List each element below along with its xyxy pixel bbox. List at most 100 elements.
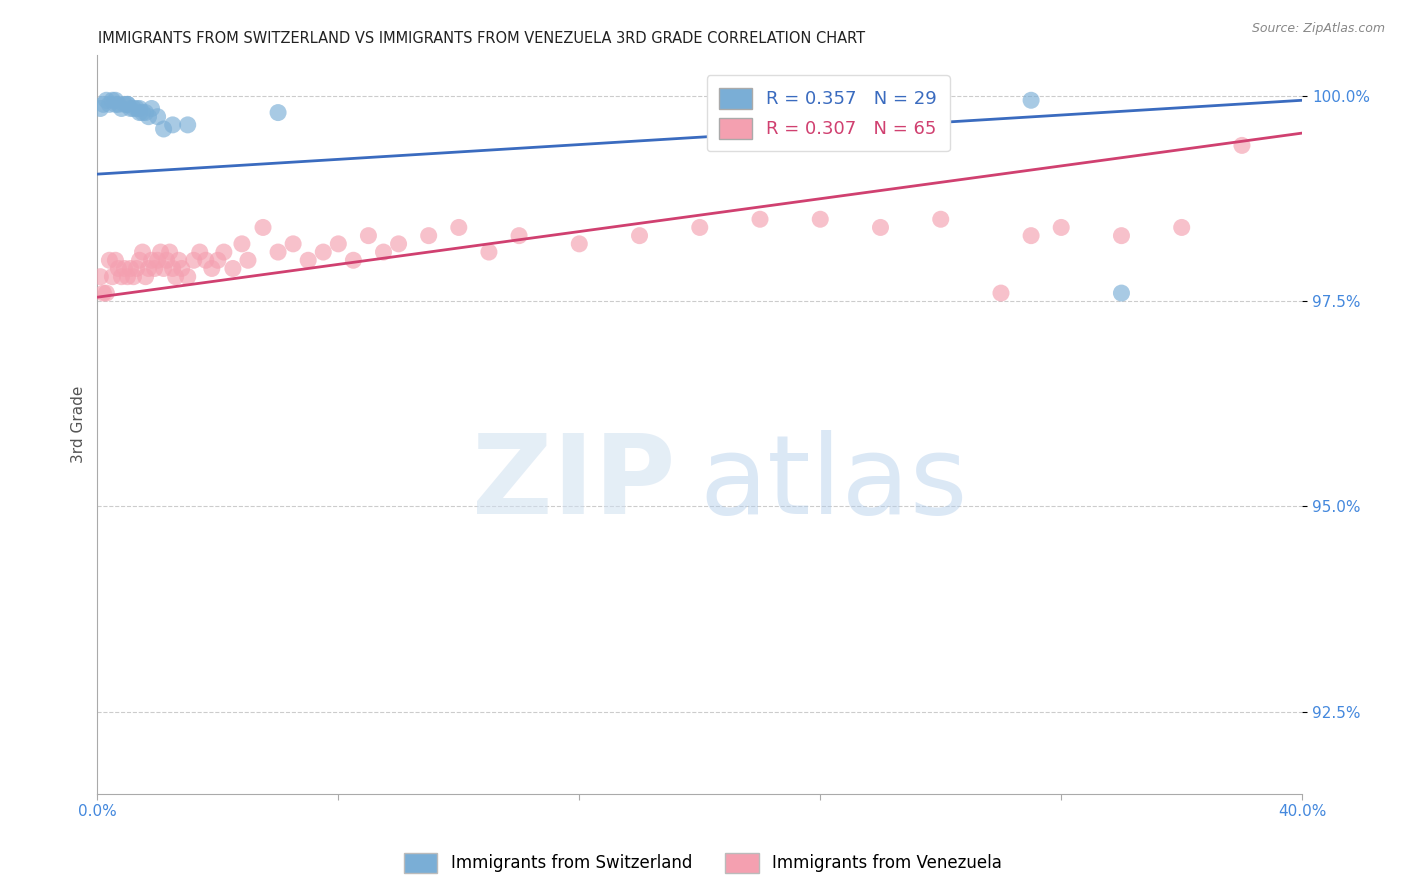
Point — [162, 261, 184, 276]
Point — [177, 118, 200, 132]
Point — [689, 220, 711, 235]
Point — [93, 286, 115, 301]
Point — [328, 236, 350, 251]
Point — [128, 102, 150, 116]
Point — [131, 245, 153, 260]
Point — [281, 236, 304, 251]
Point — [143, 261, 166, 276]
Point — [117, 97, 139, 112]
Point — [869, 220, 891, 235]
Point — [1111, 228, 1133, 243]
Point — [201, 261, 224, 276]
Point — [357, 228, 380, 243]
Point — [110, 269, 132, 284]
Text: IMMIGRANTS FROM SWITZERLAND VS IMMIGRANTS FROM VENEZUELA 3RD GRADE CORRELATION C: IMMIGRANTS FROM SWITZERLAND VS IMMIGRANT… — [98, 31, 866, 46]
Point — [96, 93, 118, 107]
Point — [152, 122, 174, 136]
Point — [749, 89, 772, 103]
Point — [342, 253, 364, 268]
Point — [104, 253, 127, 268]
Point — [122, 102, 145, 116]
Point — [267, 245, 290, 260]
Point — [146, 110, 169, 124]
Point — [98, 253, 121, 268]
Point — [1019, 93, 1042, 107]
Point — [110, 102, 132, 116]
Point — [222, 261, 245, 276]
Point — [89, 269, 111, 284]
Point — [929, 212, 952, 227]
Point — [89, 102, 111, 116]
Point — [135, 269, 157, 284]
Point — [188, 245, 211, 260]
Point — [165, 269, 187, 284]
Point — [162, 118, 184, 132]
Y-axis label: 3rd Grade: 3rd Grade — [72, 385, 86, 463]
Point — [387, 236, 409, 251]
Text: ZIP: ZIP — [472, 430, 676, 537]
Point — [207, 253, 229, 268]
Point — [1111, 286, 1133, 301]
Point — [101, 93, 124, 107]
Point — [117, 97, 139, 112]
Point — [297, 253, 319, 268]
Point — [1050, 220, 1073, 235]
Point — [146, 253, 169, 268]
Point — [167, 253, 190, 268]
Point — [212, 245, 235, 260]
Point — [141, 102, 163, 116]
Point — [107, 261, 129, 276]
Point — [252, 220, 274, 235]
Point — [373, 245, 395, 260]
Point — [418, 228, 440, 243]
Point — [628, 228, 651, 243]
Point — [267, 105, 290, 120]
Point — [236, 253, 259, 268]
Point — [749, 212, 772, 227]
Point — [141, 253, 163, 268]
Point — [1019, 228, 1042, 243]
Point — [149, 245, 172, 260]
Point — [93, 97, 115, 112]
Point — [98, 97, 121, 112]
Point — [122, 269, 145, 284]
Point — [96, 286, 118, 301]
Point — [117, 269, 139, 284]
Point — [159, 245, 181, 260]
Point — [114, 261, 136, 276]
Point — [114, 97, 136, 112]
Point — [152, 261, 174, 276]
Point — [508, 228, 530, 243]
Point — [568, 236, 591, 251]
Point — [135, 105, 157, 120]
Point — [104, 97, 127, 112]
Point — [183, 253, 205, 268]
Point — [478, 245, 501, 260]
Point — [131, 105, 153, 120]
Point — [194, 253, 217, 268]
Point — [156, 253, 179, 268]
Legend: Immigrants from Switzerland, Immigrants from Venezuela: Immigrants from Switzerland, Immigrants … — [398, 847, 1008, 880]
Point — [177, 269, 200, 284]
Point — [104, 93, 127, 107]
Point — [120, 261, 142, 276]
Point — [120, 102, 142, 116]
Point — [107, 97, 129, 112]
Point — [138, 261, 160, 276]
Point — [128, 253, 150, 268]
Point — [312, 245, 335, 260]
Point — [125, 261, 148, 276]
Point — [128, 105, 150, 120]
Point — [138, 110, 160, 124]
Point — [990, 286, 1012, 301]
Point — [231, 236, 253, 251]
Point — [1170, 220, 1192, 235]
Point — [170, 261, 193, 276]
Point — [808, 212, 831, 227]
Point — [101, 269, 124, 284]
Legend: R = 0.357   N = 29, R = 0.307   N = 65: R = 0.357 N = 29, R = 0.307 N = 65 — [707, 75, 950, 152]
Point — [125, 102, 148, 116]
Point — [447, 220, 470, 235]
Text: Source: ZipAtlas.com: Source: ZipAtlas.com — [1251, 22, 1385, 36]
Point — [1230, 138, 1253, 153]
